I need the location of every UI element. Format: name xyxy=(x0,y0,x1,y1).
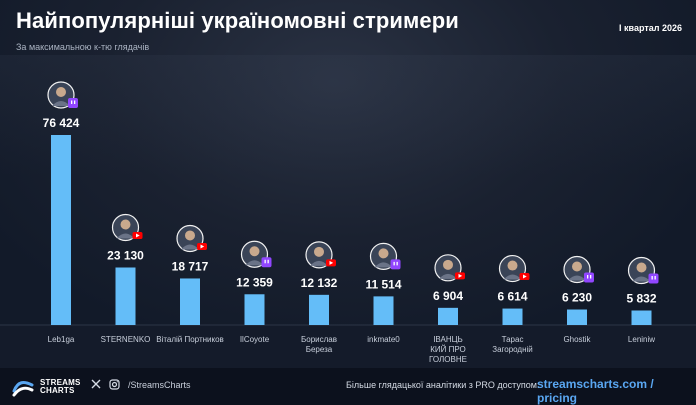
avatar-4 xyxy=(305,241,333,269)
logo-line-2: CHARTS xyxy=(40,386,75,395)
avatar-1 xyxy=(111,213,140,242)
instagram-icon[interactable] xyxy=(109,379,120,393)
value-label-3: 12 359 xyxy=(236,275,273,289)
category-label-6-1: КИЙ ПРО xyxy=(430,345,466,354)
footer-bar: STREAMS CHARTS /StreamsCharts Більше гля… xyxy=(0,368,696,405)
youtube-icon-1 xyxy=(132,231,143,239)
twitch-icon-9 xyxy=(648,273,659,284)
category-label-6-2: ГОЛОВНЕ xyxy=(429,355,467,364)
category-label-4-0: Борислав xyxy=(301,335,337,344)
bar-7 xyxy=(502,308,523,325)
bar-6 xyxy=(438,307,458,325)
value-label-7: 6 614 xyxy=(497,290,527,304)
category-label-5-0: inkmate0 xyxy=(367,335,400,344)
avatar-7 xyxy=(498,254,527,283)
bar-8 xyxy=(567,309,587,325)
category-label-1-0: STERNENKO xyxy=(101,335,151,344)
axis-band xyxy=(0,325,696,368)
value-label-6: 6 904 xyxy=(433,289,463,303)
pricing-link[interactable]: streamscharts.com / pricing xyxy=(537,377,654,405)
avatar-6 xyxy=(434,254,462,282)
category-label-0-0: Leb1ga xyxy=(48,335,75,344)
social-handle[interactable]: /StreamsCharts xyxy=(128,380,191,390)
value-label-0: 76 424 xyxy=(43,116,80,130)
twitch-icon-5 xyxy=(390,259,401,270)
category-label-9-0: Leniniw xyxy=(628,335,655,344)
value-label-1: 23 130 xyxy=(107,248,144,262)
avatar-8 xyxy=(563,255,591,284)
youtube-icon-4 xyxy=(326,259,336,267)
bar-2 xyxy=(180,278,200,325)
category-label-7-1: Загородній xyxy=(492,345,533,354)
promo-text: Більше глядацької аналітики з PRO доступ… xyxy=(346,380,540,390)
avatar-3 xyxy=(240,240,269,268)
bar-5 xyxy=(373,296,394,325)
avatar-5 xyxy=(369,242,398,270)
value-label-4: 12 132 xyxy=(301,276,338,290)
value-label-5: 11 514 xyxy=(365,277,401,291)
logo-text: STREAMS CHARTS xyxy=(40,379,81,395)
value-label-8: 6 230 xyxy=(562,291,592,305)
twitch-icon-8 xyxy=(584,272,594,283)
category-label-8-0: Ghostik xyxy=(563,335,591,344)
bar-4 xyxy=(309,294,329,325)
period-label: I квартал 2026 xyxy=(619,23,682,33)
youtube-icon-7 xyxy=(519,273,530,281)
background-overlay xyxy=(0,55,696,175)
x-icon[interactable] xyxy=(91,379,101,392)
streamscharts-logo[interactable]: STREAMS CHARTS xyxy=(12,377,80,397)
logo-mark-icon xyxy=(12,381,34,397)
value-label-9: 5 832 xyxy=(626,292,656,306)
category-label-3-0: IlCoyote xyxy=(240,335,270,344)
category-label-4-1: Береза xyxy=(306,345,333,354)
bar-9 xyxy=(631,310,652,325)
youtube-icon-2 xyxy=(197,242,207,250)
chart-title: Найпопулярніші україномовні стримери xyxy=(16,8,459,33)
category-label-2-0: Віталій Портников xyxy=(156,335,224,344)
chart-subtitle: За максимальною к-тю глядачів xyxy=(16,42,150,52)
twitch-icon-3 xyxy=(261,257,272,268)
logo-line-1: STREAMS xyxy=(40,378,81,387)
bar-0 xyxy=(51,135,71,325)
twitch-icon-0 xyxy=(68,98,78,108)
value-label-2: 18 717 xyxy=(172,259,209,273)
avatar-0 xyxy=(47,81,75,109)
youtube-icon-6 xyxy=(455,272,465,280)
avatar-9 xyxy=(627,256,656,285)
category-label-7-0: Тарас xyxy=(502,335,524,344)
bar-1 xyxy=(115,267,136,325)
bar-3 xyxy=(244,294,265,325)
avatar-2 xyxy=(176,224,204,253)
category-label-6-0: ІВАНЦЬ xyxy=(433,335,463,344)
bar-chart: 76 424 Leb1ga 23 130 STERNENKO 18 717 Віталій… xyxy=(0,81,696,368)
